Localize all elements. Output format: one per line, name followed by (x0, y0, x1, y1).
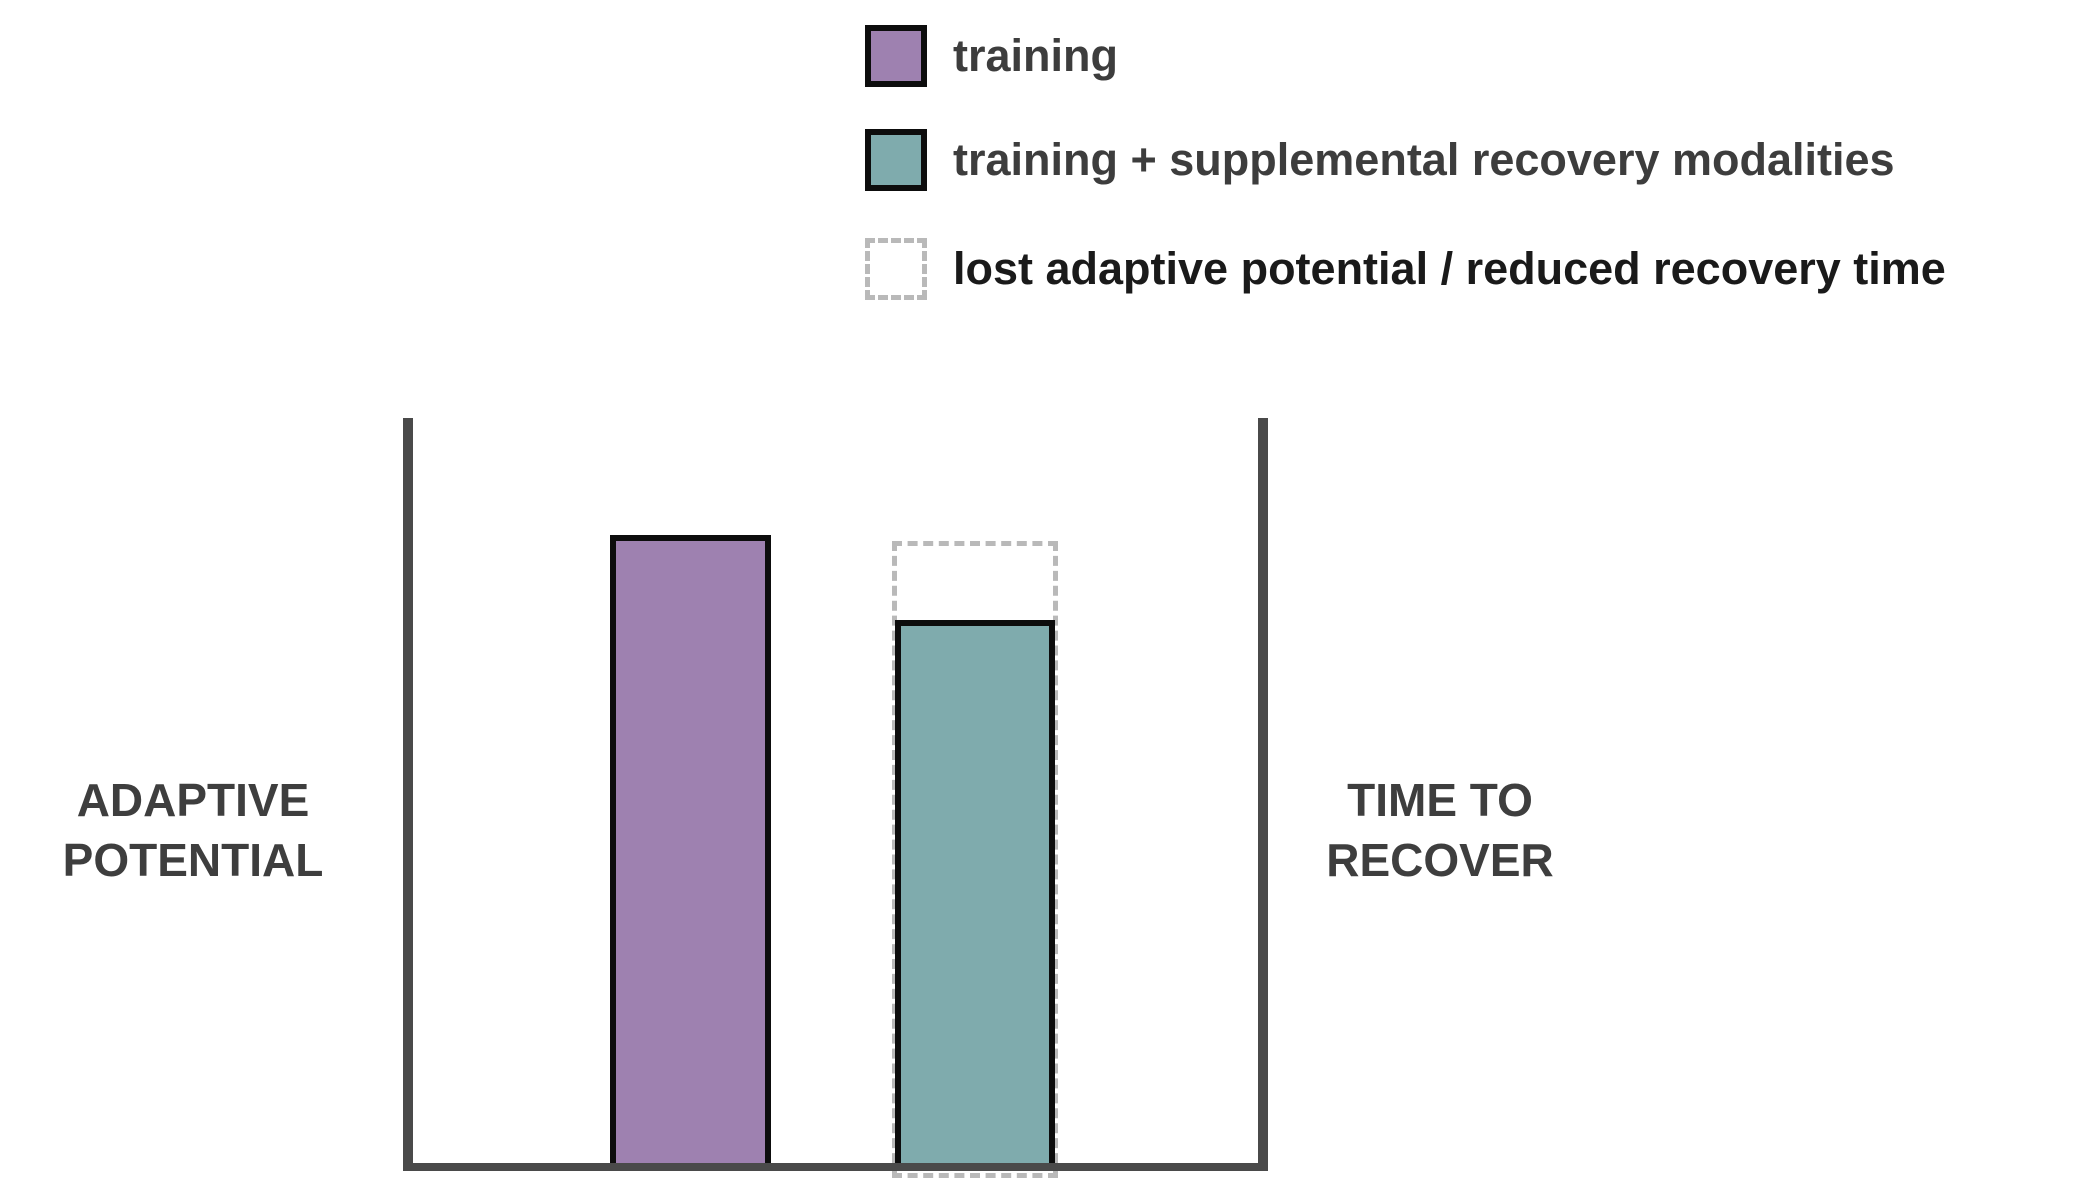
legend-item-training-plus-recovery: training + supplemental recovery modalit… (865, 129, 1895, 191)
right-axis-label: TIME TO RECOVER (1326, 774, 1554, 886)
legend-swatch-training-icon (865, 25, 927, 87)
x-axis (403, 1163, 1268, 1171)
y-axis-left (403, 418, 413, 1171)
legend-label-lost-potential: lost adaptive potential / reduced recove… (953, 243, 1946, 294)
bar-training-plus-recovery (895, 620, 1055, 1163)
legend-item-lost-potential: lost adaptive potential / reduced recove… (865, 238, 1946, 300)
y-axis-right (1258, 418, 1268, 1171)
bar-training (610, 535, 771, 1163)
legend-swatch-training-plus-recovery-icon (865, 129, 927, 191)
legend-swatch-lost-potential-icon (865, 238, 927, 300)
legend-label-training: training (953, 30, 1118, 81)
legend-label-training-plus-recovery: training + supplemental recovery modalit… (953, 134, 1895, 185)
legend-item-training: training (865, 25, 1118, 87)
left-axis-label: ADAPTIVE POTENTIAL (62, 774, 324, 886)
lost-potential-overlay (892, 541, 1058, 1178)
